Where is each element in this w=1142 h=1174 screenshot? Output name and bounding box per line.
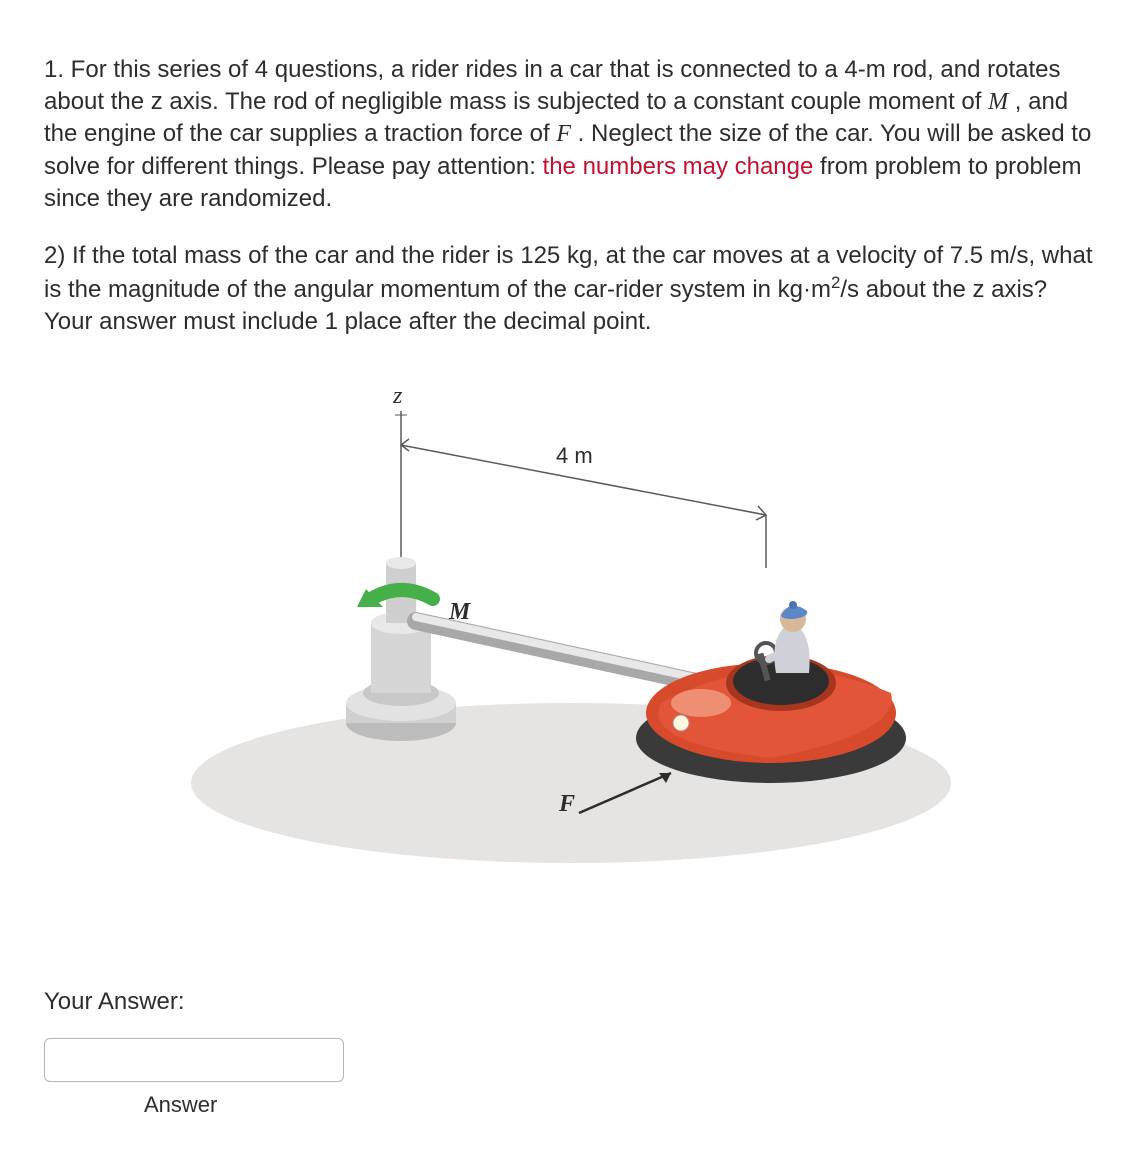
question-sup: 2: [831, 273, 840, 292]
dim-arrow-left: [401, 439, 409, 451]
answer-row: Answer: [44, 1038, 1098, 1118]
intro-m: M: [988, 89, 1008, 115]
force-label: F: [558, 791, 575, 817]
pillar-shaft-top: [386, 557, 416, 569]
diagram-container: z 4 m: [44, 363, 1098, 928]
intro-paragraph: 1. For this series of 4 questions, a rid…: [44, 54, 1098, 214]
answer-input[interactable]: [44, 1038, 344, 1082]
moment-label: M: [448, 599, 472, 625]
intro-warn: the numbers may change: [543, 153, 814, 180]
z-axis-label: z: [392, 383, 403, 409]
intro-f: F: [556, 121, 571, 147]
physics-diagram: z 4 m: [161, 363, 981, 923]
rod: [416, 617, 701, 683]
length-label: 4 m: [556, 443, 593, 468]
rider: [769, 601, 810, 673]
bumper-car: [636, 643, 906, 783]
answer-caption: Answer: [144, 1092, 217, 1118]
intro-pre: 1. For this series of 4 questions, a rid…: [44, 56, 1061, 115]
question-paragraph: 2) If the total mass of the car and the …: [44, 240, 1098, 337]
answer-label: Your Answer:: [44, 988, 1098, 1016]
